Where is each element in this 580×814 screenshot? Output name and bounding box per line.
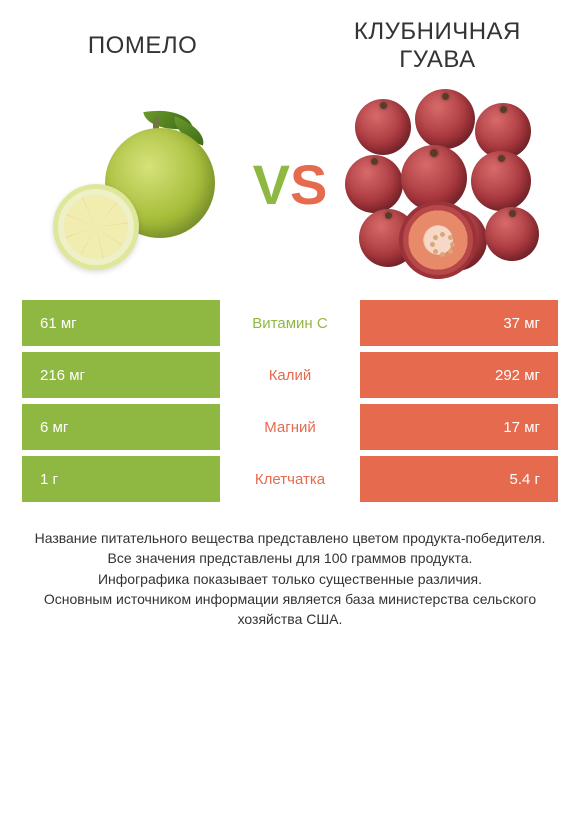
value-left: 6 мг	[22, 404, 220, 450]
value-left: 216 мг	[22, 352, 220, 398]
value-right: 17 мг	[360, 404, 558, 450]
nutrient-table: 61 мгВитамин С37 мг 216 мгКалий292 мг 6 мг…	[22, 300, 558, 502]
nutrient-row: 6 мгМагний17 мг	[22, 404, 558, 450]
value-left: 1 г	[22, 456, 220, 502]
footnote-line: Основным источником информации является …	[28, 589, 552, 630]
title-row: ПОМЕЛО КЛУБНИЧНАЯ ГУАВА	[22, 18, 558, 74]
nutrient-label: Витамин С	[220, 300, 359, 346]
pomelo-image	[22, 84, 247, 284]
vs-s: S	[290, 152, 327, 217]
value-right: 37 мг	[360, 300, 558, 346]
value-right: 292 мг	[360, 352, 558, 398]
value-left: 61 мг	[22, 300, 220, 346]
hero-row: VS	[22, 84, 558, 284]
footnote-line: Название питательного вещества представл…	[28, 528, 552, 548]
title-left: ПОМЕЛО	[22, 32, 263, 60]
footnote-line: Инфографика показывает только существенн…	[28, 569, 552, 589]
nutrient-label: Клетчатка	[220, 456, 359, 502]
footnote-line: Все значения представлены для 100 граммо…	[28, 548, 552, 568]
value-right: 5.4 г	[360, 456, 558, 502]
nutrient-row: 61 мгВитамин С37 мг	[22, 300, 558, 346]
vs-label: VS	[253, 152, 328, 217]
nutrient-label: Магний	[220, 404, 359, 450]
nutrient-row: 1 гКлетчатка5.4 г	[22, 456, 558, 502]
vs-v: V	[253, 152, 290, 217]
nutrient-row: 216 мгКалий292 мг	[22, 352, 558, 398]
guava-image	[333, 84, 558, 284]
footnotes: Название питательного вещества представл…	[22, 528, 558, 629]
title-right: КЛУБНИЧНАЯ ГУАВА	[317, 18, 558, 74]
nutrient-label: Калий	[220, 352, 359, 398]
